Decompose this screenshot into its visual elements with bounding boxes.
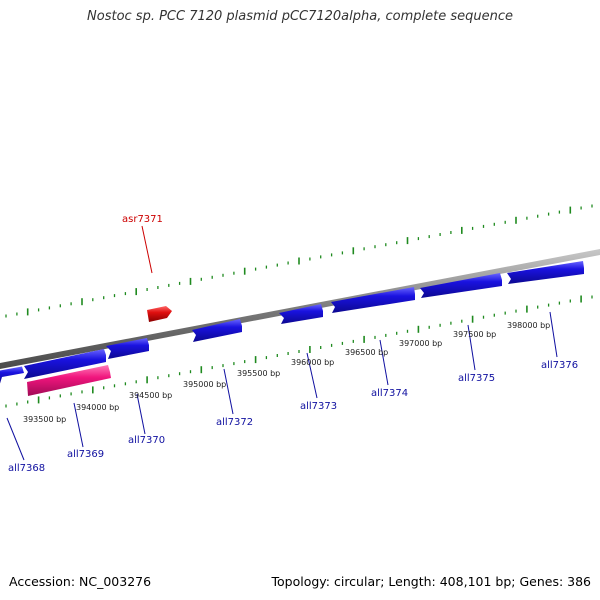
gene-arrow-asr7371[interactable] bbox=[147, 306, 172, 322]
gene-arrow-all7372[interactable] bbox=[192, 319, 242, 342]
position-label: 395000 bp bbox=[183, 380, 226, 389]
upper-tick-track bbox=[5, 204, 593, 318]
map-title: Nostoc sp. PCC 7120 plasmid pCC7120alpha… bbox=[87, 9, 513, 24]
gene-arrow-all7376[interactable] bbox=[507, 261, 584, 284]
genome-stats-text: Topology: circular; Length: 408,101 bp; … bbox=[271, 574, 592, 589]
gene-arrow-all7373[interactable] bbox=[279, 304, 323, 324]
leader-all7373 bbox=[306, 352, 318, 399]
gene-arrow-all7369-upper[interactable] bbox=[24, 349, 106, 379]
gene-arrow-all7368[interactable] bbox=[0, 366, 24, 384]
gene-label-all7374[interactable]: all7374 bbox=[371, 388, 408, 399]
leader-all7375 bbox=[467, 324, 476, 371]
leader-asr7371 bbox=[141, 225, 153, 274]
gene-label-all7373[interactable]: all7373 bbox=[300, 401, 337, 412]
gene-label-all7368[interactable]: all7368 bbox=[8, 463, 45, 474]
position-label: 397500 bp bbox=[453, 330, 496, 339]
gene-label-all7375[interactable]: all7375 bbox=[458, 373, 495, 384]
gene-arrow-all7370[interactable] bbox=[106, 338, 149, 359]
position-label: 394000 bp bbox=[76, 403, 119, 412]
position-label: 397000 bp bbox=[399, 339, 442, 348]
gene-arrows bbox=[0, 261, 584, 396]
leader-all7376 bbox=[549, 311, 558, 358]
position-label: 393500 bp bbox=[23, 415, 66, 424]
gene-arrow-all7374[interactable] bbox=[331, 287, 415, 313]
leader-lines bbox=[6, 225, 558, 461]
leader-all7369 bbox=[73, 402, 84, 448]
position-label: 396000 bp bbox=[291, 358, 334, 367]
leader-all7372 bbox=[223, 368, 234, 415]
leader-all7370 bbox=[136, 393, 146, 435]
gene-label-all7370[interactable]: all7370 bbox=[128, 435, 165, 446]
lower-tick-track bbox=[5, 295, 593, 408]
leader-all7374 bbox=[379, 339, 389, 386]
position-label: 395500 bp bbox=[237, 369, 280, 378]
leader-all7368 bbox=[6, 417, 25, 461]
gene-label-all7369[interactable]: all7369 bbox=[67, 449, 104, 460]
gene-label-all7376[interactable]: all7376 bbox=[541, 360, 578, 371]
position-label: 396500 bp bbox=[345, 348, 388, 357]
gene-label-asr7371[interactable]: asr7371 bbox=[122, 214, 163, 225]
position-label: 398000 bp bbox=[507, 321, 550, 330]
gene-label-all7372[interactable]: all7372 bbox=[216, 417, 253, 428]
gene-arrow-all7369[interactable] bbox=[27, 365, 111, 396]
accession-text: Accession: NC_003276 bbox=[9, 574, 152, 589]
gene-arrow-all7375[interactable] bbox=[420, 273, 502, 298]
position-labels: 393500 bp 394000 bp 394500 bp 395000 bp … bbox=[23, 321, 550, 424]
position-label: 394500 bp bbox=[129, 391, 172, 400]
gene-labels: all7368 all7369 all7370 asr7371 all7372 … bbox=[8, 214, 578, 474]
